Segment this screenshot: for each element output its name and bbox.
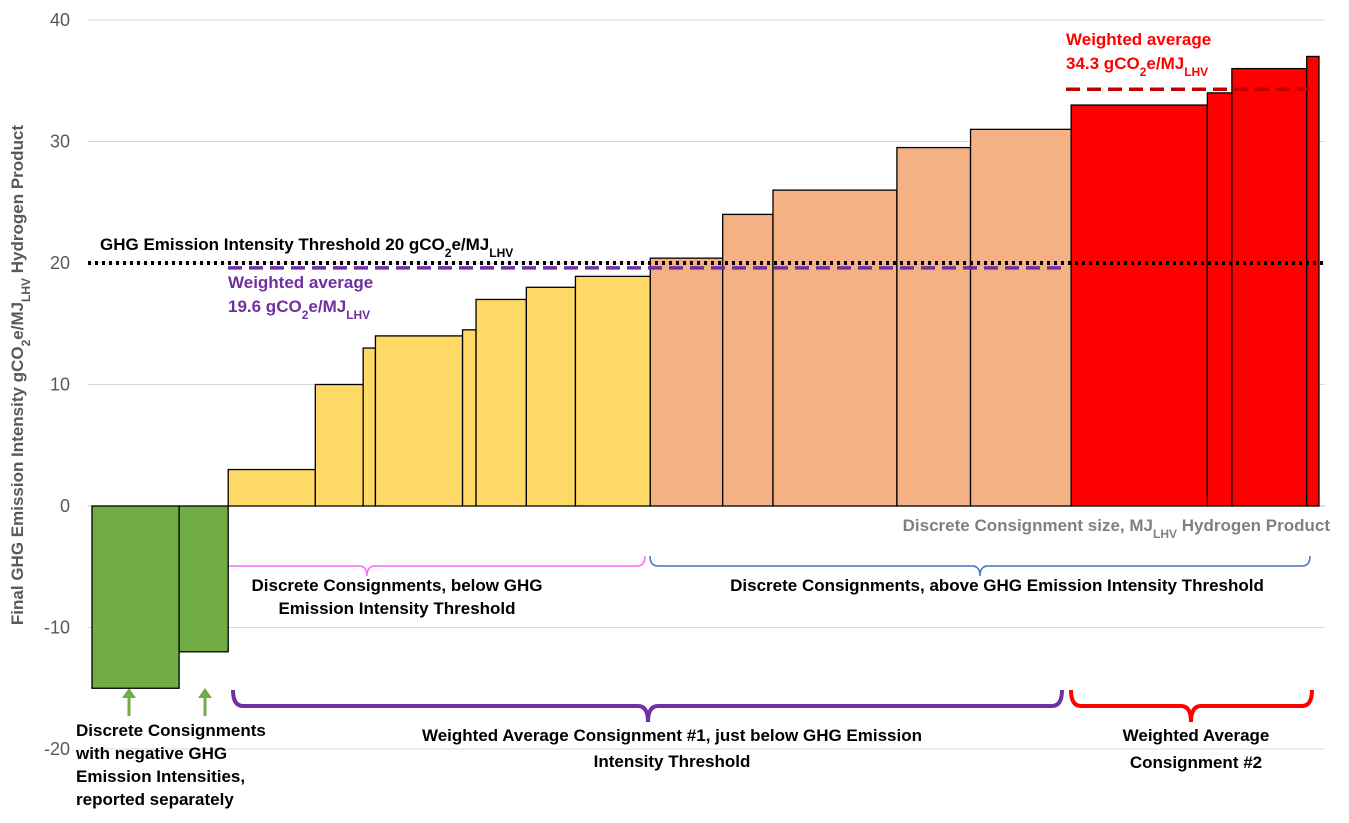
- bar: [227, 468, 316, 507]
- text-part: 2: [1140, 65, 1147, 79]
- text-part: Hydrogen Product: [8, 125, 27, 278]
- bar: [314, 383, 364, 507]
- annotation: 34.3 gCO2e/MJLHV: [1066, 54, 1208, 79]
- text-part: Consignment #2: [1130, 753, 1262, 772]
- text-part: GHG Emission Intensity Threshold 20 gCO: [100, 235, 445, 254]
- annotation: Emission Intensity Threshold: [278, 599, 515, 618]
- text-part: 34.3 gCO: [1066, 54, 1140, 73]
- annotation: Weighted Average Consignment #1, just be…: [422, 726, 922, 745]
- text-part: Intensity Threshold: [594, 752, 751, 771]
- y-axis-label: Final GHG Emission Intensity gCO2e/MJLHV…: [8, 125, 33, 625]
- annotation: Discrete Consignments, below GHG: [252, 576, 543, 595]
- text-part: 2: [302, 308, 309, 322]
- annotation: with negative GHG: [75, 744, 227, 763]
- bar: [772, 189, 898, 507]
- annotation: Discrete Consignments, above GHG Emissio…: [730, 576, 1264, 595]
- annotation: Weighted average: [228, 273, 373, 292]
- grid: -20 -10 0 10 20 30 40: [44, 10, 1325, 759]
- text-part: Discrete Consignments, below GHG: [252, 576, 543, 595]
- bracket-wa1: [231, 689, 1064, 723]
- bar: [525, 286, 577, 507]
- arrow-head: [122, 688, 136, 698]
- text-part: e/MJ: [451, 235, 489, 254]
- text-part: 2: [19, 339, 33, 346]
- annotation: Discrete Consignments: [76, 721, 266, 740]
- bar: [1306, 55, 1320, 507]
- text-part: Weighted Average Consignment #1, just be…: [422, 726, 922, 745]
- text-part: Hydrogen Product: [1177, 516, 1330, 535]
- y-tick-label: 0: [60, 496, 70, 516]
- bar: [722, 213, 774, 507]
- bar: [475, 298, 528, 507]
- arrows: [127, 696, 207, 716]
- text-part: Final GHG Emission Intensity gCO: [8, 346, 27, 625]
- bar: [896, 146, 972, 507]
- bar: [91, 505, 180, 689]
- y-tick-label: -20: [44, 739, 70, 759]
- text-part: LHV: [1153, 527, 1177, 541]
- text-part: LHV: [19, 278, 33, 302]
- text-part: e/MJ: [1146, 54, 1184, 73]
- text-part: LHV: [1184, 65, 1208, 79]
- bar: [362, 347, 377, 507]
- text-part: Weighted average: [1066, 30, 1211, 49]
- annotation: Intensity Threshold: [594, 752, 751, 771]
- bar: [1206, 92, 1233, 507]
- text-part: Emission Intensity Threshold: [278, 599, 515, 618]
- text-part: LHV: [346, 308, 370, 322]
- y-tick-label: 30: [50, 132, 70, 152]
- text-part: 2: [445, 246, 452, 260]
- bar: [374, 335, 464, 507]
- text-part: Emission Intensities,: [76, 767, 245, 786]
- text-part: with negative GHG: [75, 744, 227, 763]
- bracket-above: [649, 555, 1311, 577]
- text-part: 19.6 gCO: [228, 297, 302, 316]
- arrow-head: [198, 688, 212, 698]
- text-part: Weighted Average: [1123, 726, 1270, 745]
- text-part: e/MJ: [308, 297, 346, 316]
- text-part: Discrete Consignments, above GHG Emissio…: [730, 576, 1264, 595]
- annotation: Consignment #2: [1130, 753, 1262, 772]
- annotation: reported separately: [76, 790, 234, 809]
- y-tick-label: -10: [44, 618, 70, 638]
- bar: [178, 505, 229, 653]
- bar: [649, 257, 724, 507]
- text-part: Weighted average: [228, 273, 373, 292]
- y-tick-label: 10: [50, 375, 70, 395]
- text-part: reported separately: [76, 790, 234, 809]
- annotation: GHG Emission Intensity Threshold 20 gCO2…: [100, 235, 513, 260]
- y-tick-label: 40: [50, 10, 70, 30]
- bar: [1070, 104, 1208, 507]
- text-part: LHV: [489, 246, 513, 260]
- y-tick-label: 20: [50, 253, 70, 273]
- text-part: Discrete Consignments: [76, 721, 266, 740]
- annotation: 19.6 gCO2e/MJLHV: [228, 297, 370, 322]
- bar: [574, 275, 651, 507]
- annotation: Weighted Average: [1123, 726, 1270, 745]
- bar: [1231, 67, 1308, 507]
- annotation: Weighted average: [1066, 30, 1211, 49]
- annotation: Discrete Consignment size, MJLHV Hydroge…: [903, 516, 1331, 541]
- bracket-wa2: [1069, 689, 1314, 723]
- bar: [461, 329, 477, 507]
- bar: [969, 128, 1072, 507]
- text-part: e/MJ: [8, 302, 27, 340]
- text-part: Discrete Consignment size, MJ: [903, 516, 1153, 535]
- annotation: Emission Intensities,: [76, 767, 245, 786]
